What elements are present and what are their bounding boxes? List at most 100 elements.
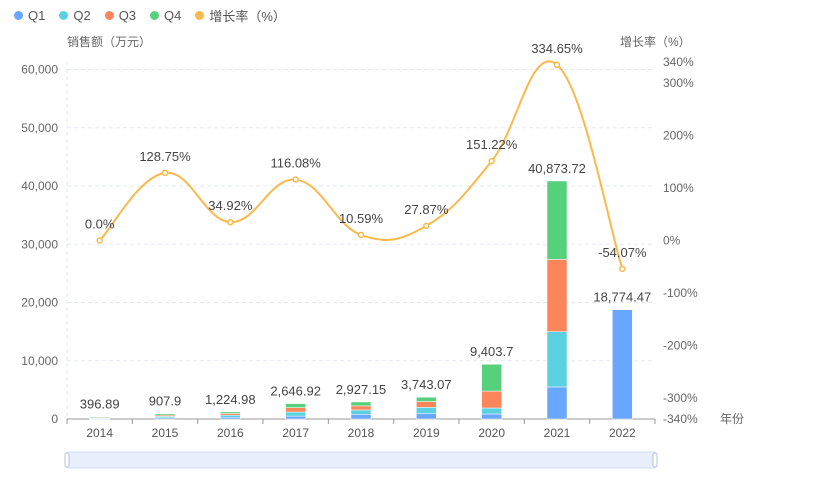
bar-q4 [350, 401, 372, 407]
bar-q4 [546, 180, 568, 260]
bar-q2 [285, 411, 306, 417]
total-label: 40,873.72 [528, 161, 586, 176]
y-axis-title: 销售额（万元） [67, 34, 151, 49]
slider-handle[interactable] [64, 452, 70, 468]
y2-tick-label: 0% [663, 234, 681, 248]
x-tick-label: 2016 [217, 426, 244, 440]
bar-q3 [220, 413, 241, 416]
y2-tick-label: 340% [663, 55, 694, 69]
legend-label: Q4 [164, 8, 182, 23]
bar-q1 [350, 414, 372, 420]
growth-rate-point [553, 61, 561, 69]
total-label: 9,403.7 [470, 344, 513, 359]
bar-q3 [416, 401, 437, 408]
legend-dot-icon [195, 11, 205, 20]
y2-tick-label: -100% [663, 286, 698, 300]
growth-rate-label: 128.75% [139, 149, 191, 164]
growth-rate-point [488, 157, 495, 165]
bar-q1 [612, 309, 633, 420]
legend-label: Q3 [118, 8, 137, 23]
bar-q4 [89, 416, 110, 418]
total-label: 1,224.98 [205, 392, 256, 407]
growth-rate-label: 151.22% [466, 137, 518, 152]
total-label: 907.9 [149, 394, 182, 409]
legend-dot-icon [150, 11, 160, 20]
bar-q1 [546, 386, 568, 420]
x-axis-title: 年份 [720, 412, 744, 426]
y-tick-label: 60,000 [21, 63, 58, 77]
y2-tick-label: -200% [663, 339, 698, 353]
legend-dot-icon [104, 11, 114, 20]
bar-q2 [220, 414, 241, 418]
growth-rate-point [357, 231, 365, 239]
growth-rate-label: 0.0% [85, 217, 115, 232]
y2-tick-label: 300% [663, 76, 694, 90]
growth-rate-point [161, 169, 169, 177]
x-tick-label: 2022 [609, 426, 636, 440]
y-tick-label: 10,000 [21, 354, 58, 368]
y2-tick-label: -340% [663, 412, 698, 426]
legend-item[interactable]: Q4 [150, 6, 181, 25]
y-tick-label: 20,000 [21, 296, 58, 310]
bar-q4 [481, 363, 502, 392]
x-tick-label: 2015 [152, 426, 179, 440]
bar-q4 [154, 413, 176, 416]
y-tick-label: 0 [51, 412, 58, 426]
x-tick-label: 2017 [282, 426, 309, 440]
growth-rate-label: 10.59% [339, 211, 384, 226]
growth-rate-point [292, 176, 299, 183]
bar-q2 [481, 407, 502, 415]
bar-q1 [220, 417, 241, 420]
legend-dot-icon [14, 11, 23, 20]
growth-rate-point [227, 218, 234, 226]
growth-rate-label: -54.07% [598, 245, 647, 260]
slider-handle[interactable] [652, 452, 658, 468]
growth-rate-label: 34.92% [208, 198, 253, 213]
data-zoom-slider[interactable] [66, 451, 656, 469]
total-label: 3,743.07 [401, 377, 452, 392]
legend-label: 增长率（%） [209, 9, 286, 24]
bar-q3 [546, 259, 568, 332]
x-tick-label: 2019 [413, 426, 440, 440]
bar-q3 [481, 390, 502, 409]
legend-label: Q2 [73, 8, 91, 23]
y2-tick-label: 100% [663, 181, 694, 195]
y2-tick-label: 200% [663, 129, 694, 143]
bar-q3 [350, 405, 372, 411]
legend-item[interactable]: Q2 [59, 6, 91, 25]
total-label: 2,927.15 [336, 382, 387, 397]
bar-q2 [416, 407, 437, 415]
legend-item[interactable]: Q1 [14, 6, 45, 25]
growth-rate-point [619, 265, 626, 273]
y2-tick-label: -300% [663, 391, 698, 405]
bar-q2 [350, 409, 372, 415]
x-tick-label: 2018 [348, 426, 375, 440]
y2-axis-title: 增长率（%） [620, 34, 691, 49]
bar-q1 [285, 415, 306, 420]
legend-dot-icon [59, 11, 69, 20]
total-label: 2,646.92 [270, 384, 321, 399]
growth-rate-point [423, 222, 430, 230]
growth-rate-point [96, 237, 103, 244]
total-label: 396.89 [80, 397, 120, 412]
y-tick-label: 50,000 [21, 121, 58, 135]
x-tick-label: 2020 [478, 426, 505, 440]
growth-rate-label: 27.87% [404, 202, 449, 217]
legend-item[interactable]: 增长率（%） [195, 6, 286, 25]
growth-rate-label: 116.08% [270, 156, 321, 171]
bar-q3 [285, 407, 306, 413]
total-label: 18,774.47 [593, 290, 651, 305]
legend-label: Q1 [28, 8, 46, 23]
legend-item[interactable]: Q3 [104, 6, 137, 25]
bar-q1 [416, 413, 437, 420]
bar-q1 [481, 413, 502, 420]
y-tick-label: 40,000 [21, 179, 58, 193]
bar-q4 [220, 411, 241, 414]
bar-q2 [546, 331, 568, 388]
legend: Q1 Q2 Q3 Q4 增长率（%） [14, 6, 286, 25]
bar-q4 [416, 396, 437, 402]
growth-rate-label: 334.65% [531, 41, 583, 56]
x-tick-label: 2021 [544, 426, 571, 440]
